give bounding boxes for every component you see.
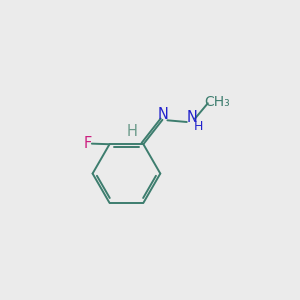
Text: H: H (194, 120, 203, 133)
Text: F: F (84, 136, 92, 151)
Text: N: N (158, 107, 168, 122)
Text: H: H (127, 124, 138, 140)
Text: CH₃: CH₃ (204, 95, 230, 109)
Text: N: N (187, 110, 198, 125)
